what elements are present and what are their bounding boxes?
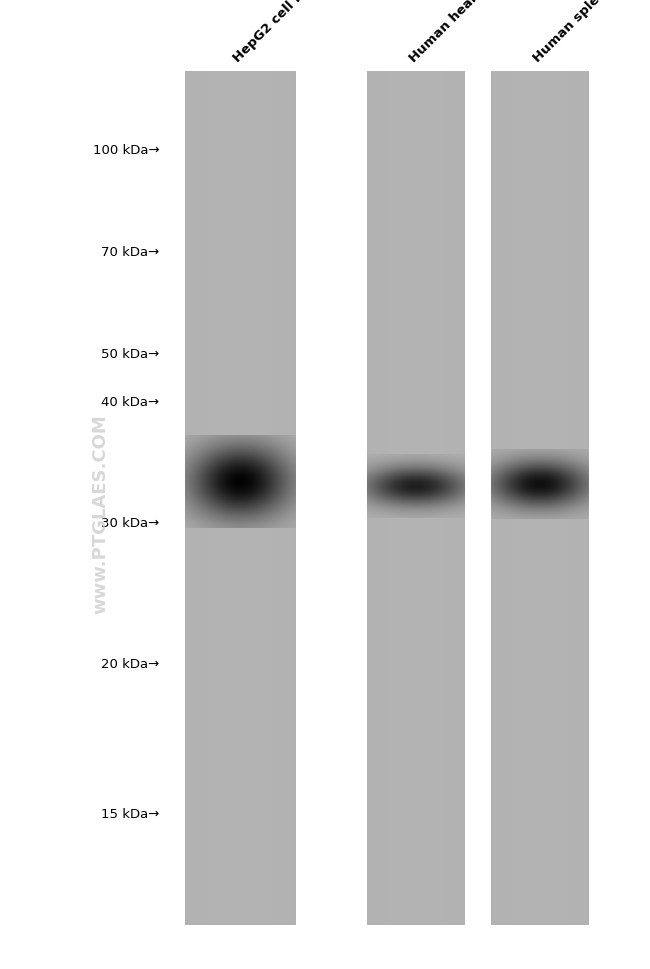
Text: 15 kDa→: 15 kDa→ — [101, 807, 159, 821]
Text: 30 kDa→: 30 kDa→ — [101, 516, 159, 530]
Text: 50 kDa→: 50 kDa→ — [101, 347, 159, 360]
Text: HepG2 cell line: HepG2 cell line — [231, 0, 320, 65]
Text: www.PTGLAES.COM: www.PTGLAES.COM — [92, 414, 110, 613]
Text: 70 kDa→: 70 kDa→ — [101, 245, 159, 259]
Text: 100 kDa→: 100 kDa→ — [92, 143, 159, 157]
Text: 40 kDa→: 40 kDa→ — [101, 395, 159, 409]
Text: 20 kDa→: 20 kDa→ — [101, 657, 159, 671]
Text: Human spleen: Human spleen — [530, 0, 615, 65]
Text: Human heart: Human heart — [407, 0, 485, 65]
